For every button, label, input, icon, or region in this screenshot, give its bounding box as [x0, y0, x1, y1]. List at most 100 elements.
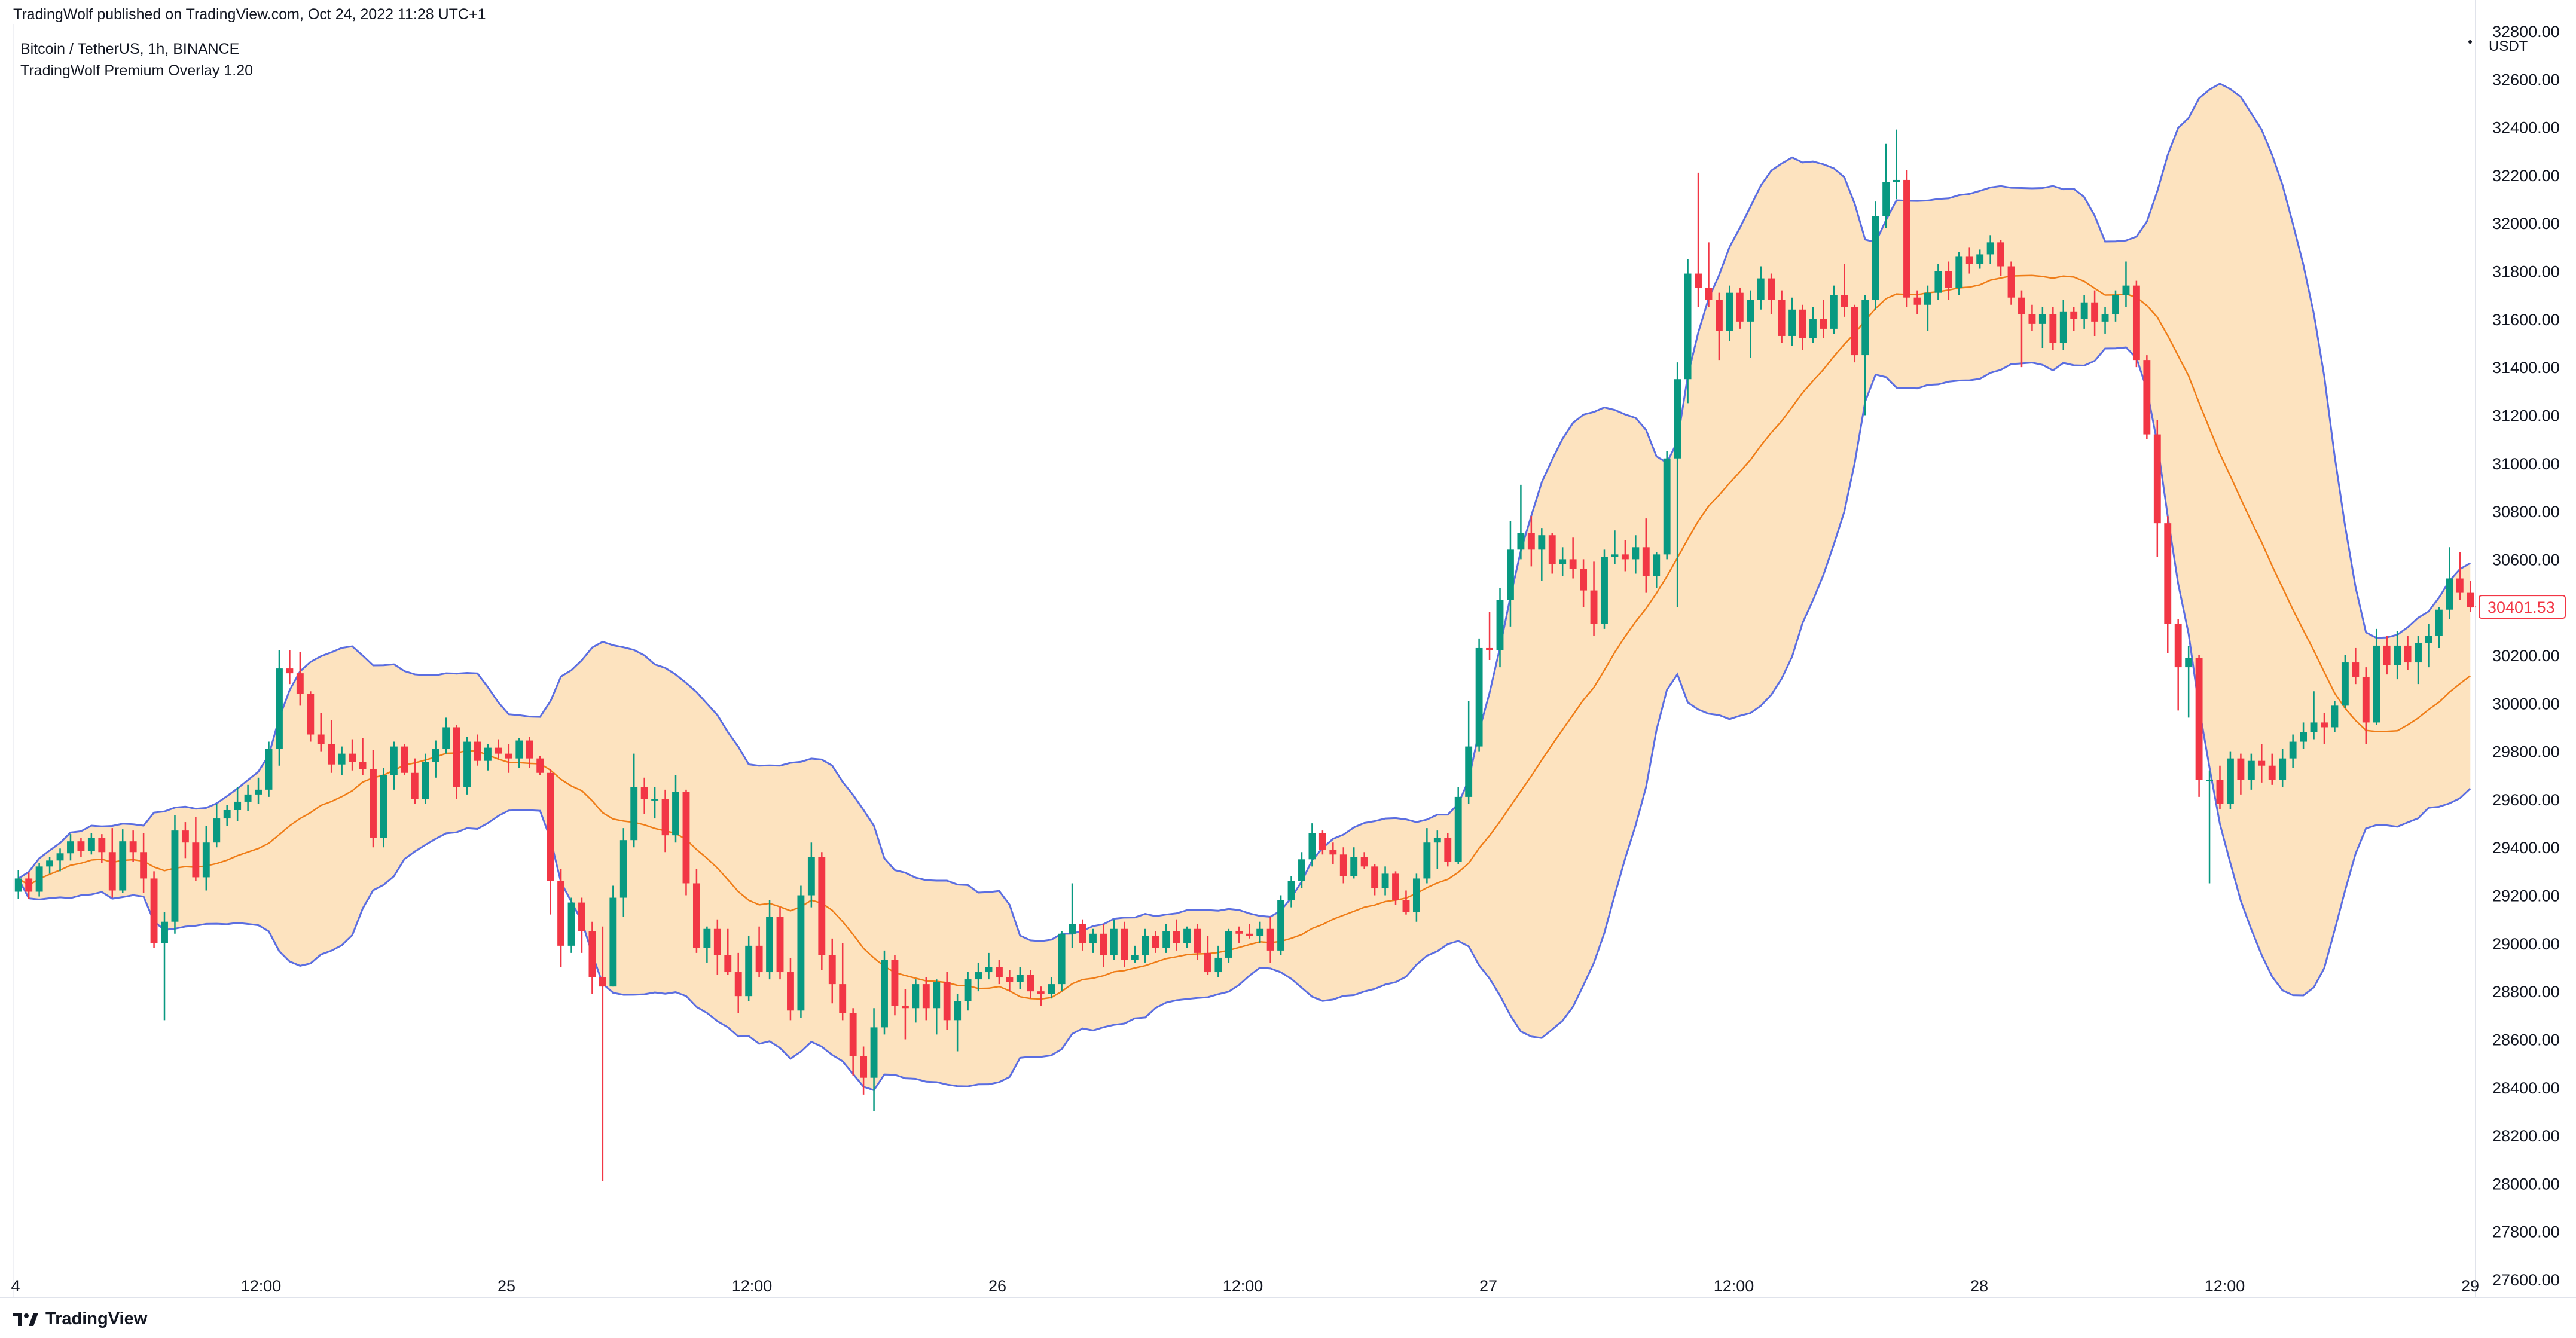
candle — [2352, 647, 2360, 685]
candle — [401, 744, 408, 775]
candle — [1225, 928, 1232, 963]
upper-band-line — [17, 83, 2471, 942]
candle — [609, 885, 617, 987]
candle — [2049, 307, 2057, 351]
tradingview-logo[interactable]: TradingView — [12, 1309, 147, 1329]
candle — [1955, 252, 1963, 295]
candle — [1350, 847, 1358, 879]
candle — [2174, 619, 2182, 711]
candle — [1726, 285, 1733, 341]
candle — [2195, 655, 2203, 797]
last-price-badge — [2479, 595, 2566, 619]
candle — [2268, 753, 2276, 785]
y-tick-label: 31800.00 — [2492, 263, 2560, 281]
candle — [1986, 235, 1994, 264]
candle — [2038, 307, 2046, 349]
candle — [1016, 967, 1024, 989]
candle — [1486, 612, 1493, 661]
y-tick-label: 29000.00 — [2492, 935, 2560, 953]
candle — [338, 746, 346, 775]
y-tick-label: 32200.00 — [2492, 167, 2560, 185]
candle — [1392, 871, 1399, 905]
candle — [213, 804, 221, 848]
candle — [2404, 636, 2412, 670]
x-tick-label: 12:00 — [1223, 1277, 1263, 1295]
last-price-label: 30401.53 — [2488, 598, 2555, 616]
candle — [1037, 986, 1045, 1006]
candle — [1058, 931, 1066, 992]
candle — [672, 775, 679, 843]
candle — [651, 787, 659, 819]
candle — [787, 957, 794, 1021]
candle — [2164, 516, 2172, 653]
candle — [2007, 261, 2015, 305]
candle — [35, 863, 43, 897]
candle — [943, 972, 951, 1030]
candle — [766, 900, 773, 980]
candle — [1934, 264, 1942, 300]
lower-band-line — [17, 346, 2471, 1092]
candle — [1861, 295, 1869, 416]
y-tick-label: 28200.00 — [2492, 1127, 2560, 1145]
candle — [2112, 290, 2119, 322]
candle — [640, 777, 648, 814]
candle — [505, 744, 512, 773]
candle — [2425, 624, 2432, 668]
candle — [1412, 873, 1420, 922]
candle — [150, 871, 158, 948]
candle — [1778, 290, 1786, 343]
candle — [860, 1046, 868, 1095]
candle — [1444, 833, 1452, 867]
candle — [828, 938, 836, 1004]
candle — [1069, 883, 1076, 948]
x-tick-label: 25 — [498, 1277, 515, 1295]
candle — [933, 979, 941, 1035]
candle — [922, 977, 930, 1021]
candle — [1559, 547, 1567, 576]
candle — [1997, 240, 2004, 276]
candle — [2456, 552, 2464, 600]
candle — [25, 872, 33, 899]
candle — [307, 691, 315, 742]
x-tick-label: 12:00 — [1714, 1277, 1754, 1295]
y-tick-label: 30000.00 — [2492, 695, 2560, 713]
candle — [192, 817, 200, 881]
candle — [2373, 628, 2380, 725]
candle — [1903, 170, 1910, 307]
candle — [2185, 645, 2193, 718]
symbol-title: Bitcoin / TetherUS, 1h, BINANCE — [20, 41, 240, 57]
y-tick-label: 29400.00 — [2492, 839, 2560, 857]
candle — [77, 838, 85, 857]
tradingview-logo-icon — [13, 1312, 38, 1326]
candle — [87, 833, 95, 855]
candle — [1089, 928, 1097, 953]
y-tick-label: 32800.00 — [2492, 23, 2560, 41]
candle — [547, 769, 554, 915]
candle — [2310, 691, 2318, 740]
candle — [1632, 535, 1640, 574]
candle — [985, 952, 993, 980]
candle — [734, 952, 742, 1013]
candle — [1569, 537, 1577, 579]
pane-handle-icon[interactable] — [2468, 40, 2472, 44]
candle — [349, 739, 356, 771]
y-tick-label: 29600.00 — [2492, 791, 2560, 809]
candle — [1287, 876, 1295, 908]
candle — [2415, 636, 2422, 685]
candle — [1674, 362, 1681, 607]
candle — [1507, 521, 1514, 627]
candle — [453, 725, 460, 799]
candle — [975, 962, 982, 992]
candle — [619, 828, 627, 917]
candle — [14, 870, 22, 899]
candle — [1611, 530, 1619, 564]
y-tick-label: 28400.00 — [2492, 1079, 2560, 1097]
candle — [1788, 297, 1796, 346]
candle — [1339, 847, 1347, 884]
candle — [2446, 547, 2453, 619]
candle — [807, 842, 815, 908]
candle — [129, 830, 137, 862]
candle — [849, 1008, 857, 1076]
candle — [1517, 484, 1525, 560]
